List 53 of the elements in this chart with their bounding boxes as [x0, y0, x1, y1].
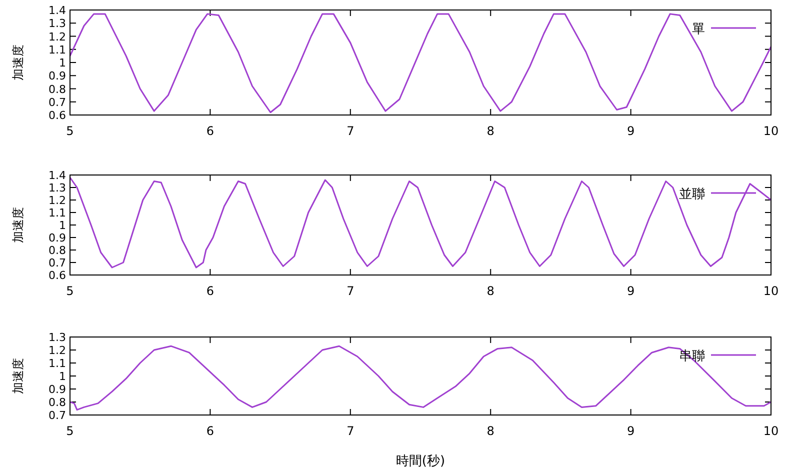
y-tick-label: 1.3 [48, 182, 66, 194]
y-tick-label: 0.7 [48, 96, 66, 109]
line-series [69, 176, 772, 268]
x-tick-label: 10 [763, 424, 779, 438]
x-tick-label: 7 [346, 124, 354, 138]
y-tick-label: 0.8 [48, 244, 66, 257]
x-tick-label: 7 [346, 284, 354, 298]
y-tick-label: 1.4 [48, 4, 66, 17]
x-tick-label: 7 [346, 424, 354, 438]
x-tick-label: 6 [206, 124, 214, 138]
x-tick-label: 8 [486, 284, 494, 298]
y-tick-label: 1.1 [48, 206, 66, 220]
y-tick-label: 1.2 [48, 344, 66, 357]
y-tick-label: 0.7 [48, 256, 66, 270]
y-axis-title: 加速度 [11, 44, 25, 80]
y-tick-label: 1.1 [48, 43, 66, 56]
y-axis-title: 加速度 [11, 358, 25, 394]
y-tick-label: 1.2 [48, 194, 66, 207]
x-tick-label: 8 [486, 424, 494, 438]
x-tick-label: 9 [626, 424, 635, 438]
y-tick-label: 1.4 [48, 169, 66, 182]
y-tick-label: 0.9 [48, 383, 66, 396]
y-tick-label: 1 [59, 370, 66, 383]
y-tick-label: 1.3 [48, 17, 66, 30]
line-series [69, 13, 772, 114]
x-tick-label: 10 [763, 284, 779, 298]
x-tick-label: 5 [66, 124, 74, 138]
y-tick-label: 1.3 [48, 331, 66, 344]
y-tick-label: 1.1 [48, 357, 66, 370]
y-tick-label: 0.6 [48, 109, 66, 122]
legend-label: 單 [692, 22, 705, 37]
legend-label: 串聯 [679, 349, 705, 364]
y-tick-label: 0.6 [48, 269, 66, 282]
x-tick-label: 10 [763, 124, 779, 138]
y-tick-label: 0.9 [48, 232, 66, 244]
x-tick-label: 5 [66, 284, 74, 298]
line-series [69, 345, 772, 411]
legend-label: 並聯 [679, 187, 705, 202]
y-tick-label: 0.8 [48, 396, 66, 409]
x-tick-label: 5 [66, 424, 74, 438]
x-tick-label: 8 [486, 124, 494, 138]
x-tick-label: 9 [626, 284, 635, 298]
y-tick-label: 0.9 [48, 70, 66, 83]
x-axis-title: 時間(秒) [396, 454, 446, 469]
y-tick-label: 1.2 [48, 30, 66, 44]
y-tick-label: 0.8 [48, 82, 66, 96]
x-tick-label: 9 [626, 124, 635, 138]
x-tick-label: 6 [206, 284, 214, 298]
y-tick-label: 1 [59, 56, 66, 70]
y-tick-label: 1 [59, 219, 66, 232]
y-tick-label: 0.7 [48, 409, 66, 422]
y-axis-title: 加速度 [11, 207, 25, 243]
x-tick-label: 6 [206, 424, 214, 438]
